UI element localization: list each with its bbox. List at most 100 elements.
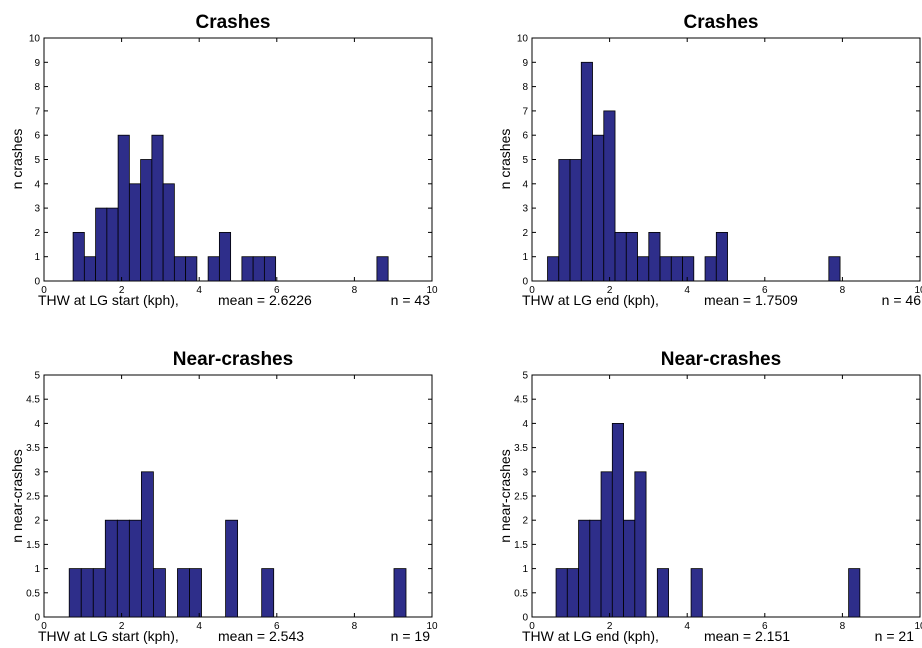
histogram-bar xyxy=(600,471,613,618)
histogram-bar xyxy=(153,568,166,618)
x-tick-label: 8 xyxy=(840,285,846,296)
y-tick-label: 4 xyxy=(522,179,528,190)
histogram-bar xyxy=(92,568,106,618)
x-tick-label: 10 xyxy=(426,285,438,296)
x-tick-label: 2 xyxy=(607,285,613,296)
y-tick-label: 4 xyxy=(34,419,40,430)
histogram-bar xyxy=(80,568,94,618)
x-tick-label: 8 xyxy=(840,621,846,632)
histogram-bar xyxy=(151,134,164,282)
x-tick-label: 0 xyxy=(41,621,47,632)
y-tick-label: 10 xyxy=(517,34,529,45)
y-tick-label: 5 xyxy=(522,155,528,166)
x-tick-label: 2 xyxy=(119,621,125,632)
y-tick-label: 2 xyxy=(522,516,528,527)
histogram-bar xyxy=(241,256,254,282)
y-tick-label: 9 xyxy=(34,58,40,69)
histogram-bar xyxy=(715,231,728,282)
histogram-bar xyxy=(569,159,582,282)
plot-area: 0 1 2 3 4 5 6 7 8 9 10 0 2 4 6 8 10 xyxy=(29,34,438,297)
histogram-bar xyxy=(614,231,627,282)
y-tick-label: 1 xyxy=(522,564,528,575)
histogram-bar xyxy=(659,256,672,282)
y-axis-label: n crashes xyxy=(497,129,513,190)
y-tick-label: 7 xyxy=(522,106,528,117)
x-tick-label: 4 xyxy=(196,621,202,632)
x-tick-label: 6 xyxy=(274,621,280,632)
histogram-bar xyxy=(828,256,841,282)
y-tick-label: 6 xyxy=(34,131,40,142)
histogram-bar xyxy=(140,159,153,282)
histogram-bar xyxy=(690,568,703,618)
x-tick-label: 10 xyxy=(914,621,922,632)
histogram-bar xyxy=(578,519,591,618)
x-axis-label: THW at LG start (kph), xyxy=(38,628,179,644)
y-tick-label: 0 xyxy=(522,613,528,624)
x-tick-label: 4 xyxy=(684,621,690,632)
histogram-bar xyxy=(547,256,560,282)
y-tick-label: 1 xyxy=(34,564,40,575)
y-tick-label: 5 xyxy=(34,155,40,166)
y-tick-label: 2.5 xyxy=(26,492,40,503)
y-tick-label: 1.5 xyxy=(26,540,40,551)
y-tick-label: 3.5 xyxy=(514,443,528,454)
panel-near-crashes-end: Near-crashes n near-crashes 0 0.5 1 1.5 2 2.5… xyxy=(497,349,922,644)
y-tick-label: 5 xyxy=(34,371,40,382)
x-tick-label: 6 xyxy=(274,285,280,296)
y-tick-label: 1.5 xyxy=(514,540,528,551)
y-tick-label: 6 xyxy=(522,131,528,142)
y-tick-label: 5 xyxy=(522,371,528,382)
histogram-bar xyxy=(648,231,661,282)
histogram-bar xyxy=(252,256,265,282)
y-tick-label: 10 xyxy=(29,34,41,45)
x-tick-label: 2 xyxy=(607,621,613,632)
histogram-bar xyxy=(558,159,571,282)
mean-annotation: mean = 2.543 xyxy=(218,628,304,644)
y-tick-label: 0.5 xyxy=(514,588,528,599)
histogram-bar xyxy=(177,568,190,618)
panel-title: Crashes xyxy=(196,12,271,33)
y-tick-label: 0 xyxy=(34,613,40,624)
y-tick-label: 4 xyxy=(522,419,528,430)
histogram-bar xyxy=(704,256,717,282)
y-tick-label: 4 xyxy=(34,179,40,190)
histogram-bar xyxy=(682,256,695,282)
y-tick-label: 4.5 xyxy=(514,395,528,406)
x-tick-label: 8 xyxy=(352,285,358,296)
histogram-bar xyxy=(225,519,239,618)
y-tick-label: 0 xyxy=(34,277,40,288)
y-tick-label: 3 xyxy=(34,467,40,478)
n-annotation: n = 21 xyxy=(875,628,915,644)
histogram-bar xyxy=(207,256,220,282)
histogram-bar xyxy=(623,519,636,618)
mean-annotation: mean = 1.7509 xyxy=(704,292,798,308)
histogram-bar xyxy=(634,471,647,618)
n-annotation: n = 19 xyxy=(391,628,431,644)
y-tick-label: 0 xyxy=(522,277,528,288)
panel-crashes-start: Crashes n crashes 0 1 2 3 4 5 6 7 8 9 10 0 2 4 6 8 10 TH… xyxy=(9,12,438,308)
y-tick-label: 3 xyxy=(34,204,40,215)
histogram-bar xyxy=(637,256,650,282)
histogram-bar xyxy=(83,256,97,282)
histogram-bar xyxy=(68,568,82,618)
x-tick-label: 6 xyxy=(762,621,768,632)
x-tick-label: 8 xyxy=(352,621,358,632)
histogram-bar xyxy=(393,568,407,618)
histogram-bar xyxy=(72,231,85,282)
y-tick-label: 3 xyxy=(522,204,528,215)
histogram-bar xyxy=(555,568,568,618)
x-tick-label: 0 xyxy=(529,285,535,296)
y-tick-label: 2 xyxy=(34,516,40,527)
x-tick-label: 10 xyxy=(426,621,438,632)
y-tick-label: 1 xyxy=(34,252,40,263)
n-annotation: n = 43 xyxy=(391,292,431,308)
panel-near-crashes-start: Near-crashes n near-crashes 0 0.5 1 1.5 2 2.5… xyxy=(9,349,438,644)
histogram-bar xyxy=(580,61,593,282)
y-tick-label: 8 xyxy=(522,82,528,93)
y-tick-label: 9 xyxy=(522,58,528,69)
histogram-bar xyxy=(261,568,275,618)
x-tick-label: 6 xyxy=(762,285,768,296)
histogram-bar xyxy=(185,256,198,282)
y-tick-label: 0.5 xyxy=(26,588,40,599)
panel-title: Near-crashes xyxy=(173,349,293,370)
